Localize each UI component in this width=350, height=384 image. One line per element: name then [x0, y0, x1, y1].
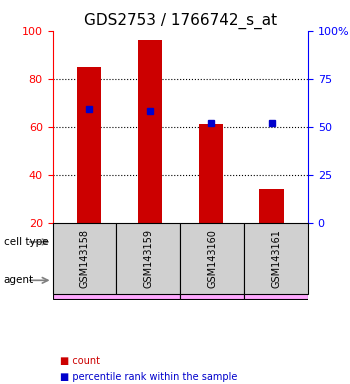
Bar [77, 67, 101, 223]
FancyBboxPatch shape [244, 223, 308, 294]
Text: agent: agent [4, 275, 34, 285]
Text: biofilm cells: biofilm cells [183, 237, 242, 247]
Text: GSM143160: GSM143160 [207, 229, 217, 288]
Text: untreated: untreated [94, 276, 139, 285]
Text: GSM143158: GSM143158 [79, 229, 90, 288]
Bar [198, 124, 223, 223]
FancyBboxPatch shape [244, 262, 308, 299]
Text: GSM143161: GSM143161 [271, 229, 281, 288]
Bar [259, 189, 284, 223]
Text: isatin (indol
e-2,3-dione): isatin (indol e-2,3-dione) [248, 271, 303, 290]
Text: 7-hydroxyin
dole: 7-hydroxyin dole [185, 271, 239, 290]
FancyBboxPatch shape [52, 262, 180, 299]
FancyBboxPatch shape [116, 223, 180, 294]
FancyBboxPatch shape [116, 223, 308, 260]
FancyBboxPatch shape [52, 223, 116, 260]
Text: cell type: cell type [4, 237, 48, 247]
Text: ■ count: ■ count [60, 356, 99, 366]
FancyBboxPatch shape [52, 223, 116, 294]
Bar [138, 40, 162, 223]
Title: GDS2753 / 1766742_s_at: GDS2753 / 1766742_s_at [84, 13, 277, 29]
FancyBboxPatch shape [180, 223, 244, 294]
Text: GSM143159: GSM143159 [143, 229, 153, 288]
FancyBboxPatch shape [180, 262, 244, 299]
Text: suspension
cells: suspension cells [57, 231, 112, 253]
Text: ■ percentile rank within the sample: ■ percentile rank within the sample [60, 372, 237, 382]
